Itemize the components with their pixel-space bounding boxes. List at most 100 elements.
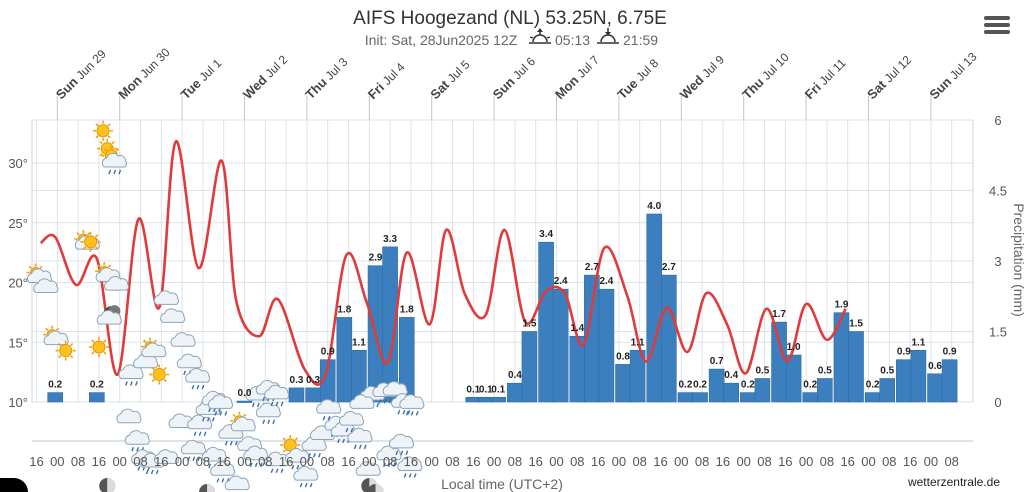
hour-label: 16 bbox=[903, 454, 917, 469]
right-tick-label: 4.5 bbox=[989, 184, 1007, 199]
precip-label: 0.1 bbox=[491, 384, 505, 395]
hour-label: 08 bbox=[570, 454, 584, 469]
cloud-icon bbox=[104, 276, 130, 291]
precip-bar bbox=[305, 387, 321, 403]
hour-label: 08 bbox=[445, 454, 459, 469]
day-label: Fri Jul 11 bbox=[802, 55, 849, 102]
hour-label: 16 bbox=[716, 454, 730, 469]
cloud-icon bbox=[153, 290, 179, 305]
day-label: Wed Jul 2 bbox=[240, 52, 291, 103]
hour-label: 08 bbox=[258, 454, 272, 469]
precip-label: 1.9 bbox=[835, 300, 849, 311]
sunrise-icon bbox=[529, 28, 551, 44]
hour-label: 08 bbox=[320, 454, 334, 469]
cloud-rain-icon bbox=[388, 433, 415, 456]
precip-bar bbox=[615, 364, 631, 403]
hour-label: 16 bbox=[279, 454, 293, 469]
left-tick-label: 15° bbox=[8, 335, 28, 350]
sunset-time: 21:59 bbox=[623, 32, 658, 48]
precip-bar bbox=[507, 382, 523, 403]
hour-label: 00 bbox=[861, 454, 875, 469]
precip-bar bbox=[692, 392, 708, 403]
precip-bar bbox=[771, 321, 787, 403]
hour-label: 16 bbox=[528, 454, 542, 469]
cloud-rain-icon bbox=[124, 430, 150, 452]
cloud-rain-icon bbox=[185, 368, 211, 390]
precip-label: 0.2 bbox=[866, 380, 880, 391]
precip-label: 0.2 bbox=[48, 380, 62, 391]
cloud-rain-icon bbox=[210, 461, 236, 483]
day-label: Sat Jul 5 bbox=[427, 57, 473, 103]
day-label: Tue Jul 1 bbox=[178, 55, 225, 102]
right-tick-label: 3 bbox=[994, 254, 1001, 269]
precip-bar bbox=[552, 288, 569, 403]
cloud-rain-icon bbox=[187, 414, 213, 436]
credit-text: wetterzentrale.de bbox=[907, 475, 1000, 489]
precip-bar bbox=[89, 392, 105, 403]
sun-icon bbox=[88, 337, 109, 358]
precip-bar bbox=[490, 396, 507, 403]
day-label: Tue Jul 8 bbox=[614, 55, 661, 102]
cloud-rain-icon bbox=[101, 152, 127, 175]
right-axis-title: Precipitation (mm) bbox=[1011, 203, 1024, 317]
moon-cloud-icon bbox=[96, 305, 122, 325]
hour-label: 08 bbox=[944, 454, 958, 469]
hour-label: 00 bbox=[924, 454, 938, 469]
cloud-icon bbox=[33, 278, 59, 293]
hour-label: 00 bbox=[799, 454, 813, 469]
sun-cloud-icon bbox=[26, 263, 53, 284]
moon-icon bbox=[99, 478, 116, 492]
menu-icon[interactable] bbox=[984, 16, 1010, 38]
cloud-rain-icon bbox=[399, 394, 425, 416]
hour-label: 08 bbox=[508, 454, 522, 469]
precip-bar bbox=[288, 387, 305, 403]
sun-icon bbox=[80, 231, 101, 252]
right-tick-label: 6 bbox=[994, 113, 1001, 128]
screen-corner bbox=[0, 478, 28, 492]
cloud-rain-icon bbox=[376, 445, 402, 468]
sun-icon bbox=[55, 340, 76, 361]
precip-label: 0.2 bbox=[90, 380, 104, 391]
precip-bar bbox=[785, 354, 802, 403]
precip-label: 0.7 bbox=[710, 356, 724, 367]
precip-label: 0.3 bbox=[290, 375, 304, 386]
cloud-rain-icon bbox=[180, 439, 207, 462]
precip-label: 1.8 bbox=[400, 304, 414, 315]
sun-cloud-icon bbox=[43, 325, 69, 346]
precip-bar bbox=[646, 213, 663, 403]
precip-label: 0.2 bbox=[741, 380, 755, 391]
cloud-rain-icon bbox=[255, 402, 281, 425]
init-text: Init: Sat, 28Jun2025 12Z bbox=[365, 32, 518, 48]
precip-label: 1.8 bbox=[337, 304, 351, 315]
cloud-icon bbox=[355, 461, 381, 476]
hour-label: 16 bbox=[216, 454, 230, 469]
precip-label: 1.1 bbox=[631, 337, 645, 348]
precip-label: 0.4 bbox=[508, 370, 522, 381]
cloud-rain-icon bbox=[224, 475, 250, 491]
cloud-rain-icon bbox=[293, 466, 319, 488]
precip-label: 1.7 bbox=[772, 309, 786, 320]
precip-label: 1.0 bbox=[787, 342, 801, 353]
precip-bar bbox=[708, 368, 725, 403]
day-label: Fri Jul 4 bbox=[365, 59, 408, 102]
precip-label: 0.0 bbox=[238, 388, 252, 399]
precip-bar bbox=[941, 359, 958, 403]
precip-label: 0.6 bbox=[928, 361, 942, 372]
day-label: Mon Jun 30 bbox=[115, 44, 173, 102]
hour-label: 08 bbox=[882, 454, 896, 469]
precip-bar bbox=[236, 400, 253, 403]
moon-icon bbox=[199, 484, 216, 492]
hour-label: 16 bbox=[404, 454, 418, 469]
left-tick-label: 25° bbox=[8, 216, 28, 231]
sun-cloud-icon bbox=[230, 411, 256, 432]
precip-bar bbox=[833, 312, 850, 403]
hour-label: 00 bbox=[674, 454, 688, 469]
precip-bar bbox=[629, 349, 646, 403]
hour-label: 08 bbox=[71, 454, 85, 469]
day-label: Sun Jun 29 bbox=[53, 46, 109, 102]
precip-label: 1.1 bbox=[911, 337, 925, 348]
chart-title: AIFS Hoogezand (NL) 53.25N, 6.75E bbox=[353, 8, 667, 29]
cloud-rain-icon bbox=[264, 384, 290, 407]
